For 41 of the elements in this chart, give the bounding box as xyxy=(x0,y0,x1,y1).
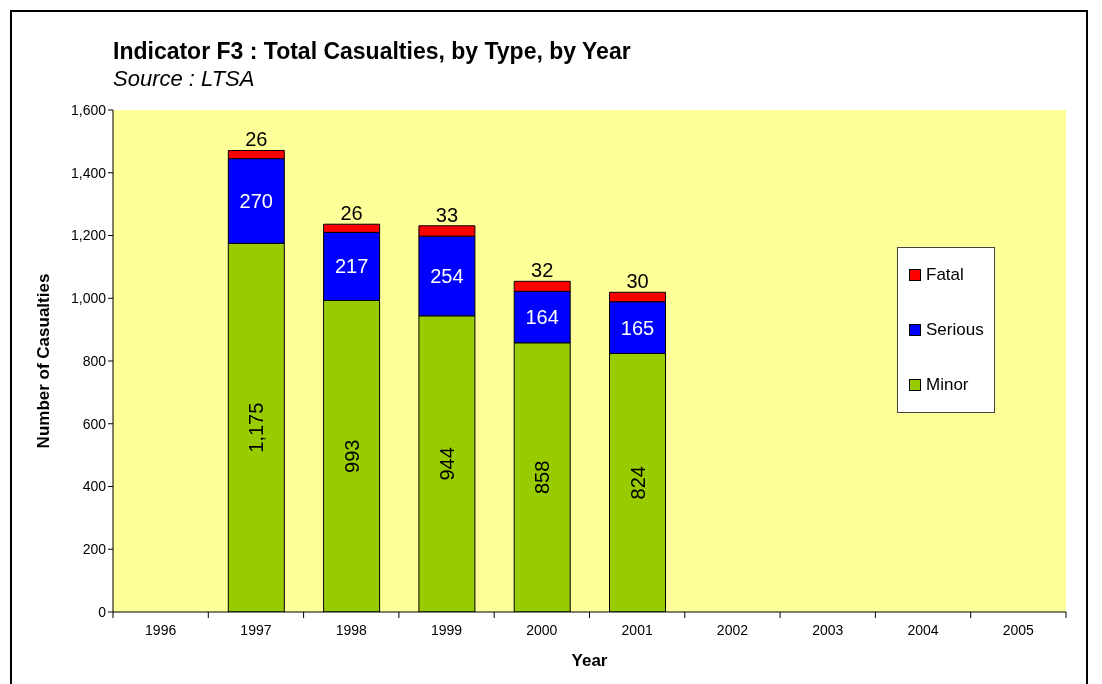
y-tick-label: 1,000 xyxy=(70,290,107,307)
x-tick-label: 1996 xyxy=(145,622,177,638)
x-tick-label: 2004 xyxy=(907,622,939,638)
data-label: 858 xyxy=(531,460,554,495)
y-tick-label: 600 xyxy=(82,415,107,432)
data-label: 33 xyxy=(435,203,459,226)
x-tick-label: 2002 xyxy=(716,622,749,638)
x-tick-label: 2005 xyxy=(1002,622,1035,638)
data-label: 1,175 xyxy=(245,402,268,453)
y-tick-label: 200 xyxy=(82,541,107,558)
y-tick-label: 1,600 xyxy=(70,101,107,118)
chart-title: Indicator F3 : Total Casualties, by Type, by Year xyxy=(113,38,631,65)
data-label: 164 xyxy=(525,306,559,329)
data-label: 26 xyxy=(340,202,363,225)
data-label: 254 xyxy=(430,264,464,287)
x-tick-label: 1997 xyxy=(240,622,272,638)
x-tick-label: 2003 xyxy=(812,622,844,638)
legend-label: Minor xyxy=(926,375,969,395)
x-tick-label: 2001 xyxy=(621,622,653,638)
legend-label: Serious xyxy=(926,320,984,340)
y-tick-label: 1,200 xyxy=(70,227,107,244)
data-label: 944 xyxy=(435,447,458,481)
data-label: 165 xyxy=(620,316,655,339)
chart-subtitle: Source : LTSA xyxy=(113,66,255,92)
y-tick-label: 800 xyxy=(82,352,107,369)
y-tick-label: 400 xyxy=(82,478,107,495)
y-axis-title: Number of Casualties xyxy=(34,273,54,449)
data-label: 26 xyxy=(245,128,268,151)
legend-label: Fatal xyxy=(926,265,964,285)
x-axis-title: Year xyxy=(571,651,608,670)
x-tick-label: 2000 xyxy=(526,622,558,638)
data-label: 824 xyxy=(626,466,649,500)
y-tick-label: 0 xyxy=(98,603,107,620)
data-label: 993 xyxy=(340,439,363,473)
data-label: 217 xyxy=(334,255,369,278)
data-label: 30 xyxy=(626,270,649,293)
y-tick-label: 1,400 xyxy=(70,164,107,181)
x-tick-label: 1998 xyxy=(335,622,368,638)
data-label: 270 xyxy=(239,189,273,212)
data-label: 32 xyxy=(531,259,554,282)
x-tick-label: 1999 xyxy=(430,622,463,638)
